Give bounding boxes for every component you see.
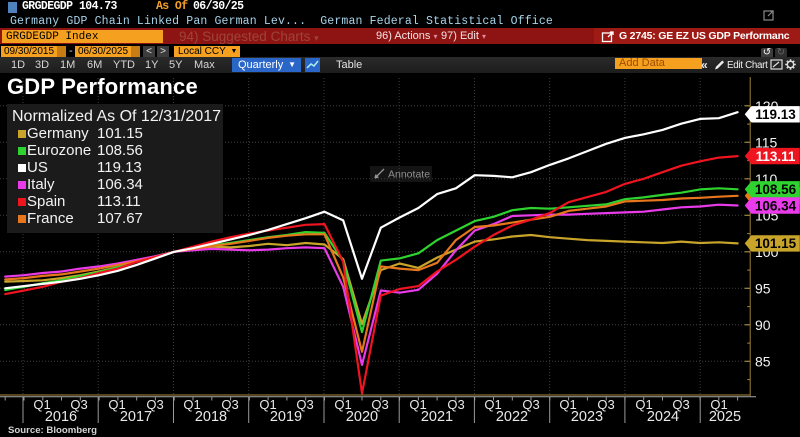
svg-text:Q3: Q3 xyxy=(221,397,238,412)
svg-text:Q1: Q1 xyxy=(183,397,200,412)
svg-text:Source: Bloomberg: Source: Bloomberg xyxy=(8,425,97,436)
svg-text:Q1: Q1 xyxy=(559,397,576,412)
svg-text:Q1: Q1 xyxy=(334,397,351,412)
svg-text:Q1: Q1 xyxy=(484,397,501,412)
svg-text:Q3: Q3 xyxy=(146,397,163,412)
svg-text:106.34: 106.34 xyxy=(755,198,797,213)
svg-text:Annotate: Annotate xyxy=(388,169,430,181)
svg-text:Q3: Q3 xyxy=(296,397,313,412)
svg-text:2020: 2020 xyxy=(346,409,378,425)
svg-text:Q3: Q3 xyxy=(672,397,689,412)
svg-text:2016: 2016 xyxy=(45,409,77,425)
svg-text:2023: 2023 xyxy=(571,409,603,425)
svg-text:90: 90 xyxy=(755,317,771,333)
svg-text:108.56: 108.56 xyxy=(755,182,797,197)
svg-text:Q3: Q3 xyxy=(70,397,87,412)
svg-text:95: 95 xyxy=(755,280,771,296)
svg-text:119.13: 119.13 xyxy=(755,107,796,122)
svg-text:2025: 2025 xyxy=(709,409,741,425)
svg-text:2021: 2021 xyxy=(421,409,453,425)
svg-text:113.11: 113.11 xyxy=(756,149,796,164)
svg-text:Q1: Q1 xyxy=(409,397,426,412)
svg-text:2024: 2024 xyxy=(647,409,679,425)
svg-text:Q1: Q1 xyxy=(635,397,652,412)
svg-text:Q3: Q3 xyxy=(447,397,464,412)
svg-text:Q1: Q1 xyxy=(33,397,50,412)
svg-text:Q3: Q3 xyxy=(371,397,388,412)
svg-text:115: 115 xyxy=(755,134,778,150)
svg-text:2019: 2019 xyxy=(270,409,302,425)
svg-text:2022: 2022 xyxy=(496,409,528,425)
svg-text:101.15: 101.15 xyxy=(755,236,797,251)
svg-text:Q1: Q1 xyxy=(108,397,125,412)
svg-text:Q3: Q3 xyxy=(597,397,614,412)
svg-text:2017: 2017 xyxy=(120,409,152,425)
svg-text:85: 85 xyxy=(755,353,771,369)
svg-text:Q1: Q1 xyxy=(710,397,727,412)
svg-text:Q1: Q1 xyxy=(259,397,276,412)
svg-text:Q3: Q3 xyxy=(522,397,539,412)
svg-text:2018: 2018 xyxy=(195,409,227,425)
